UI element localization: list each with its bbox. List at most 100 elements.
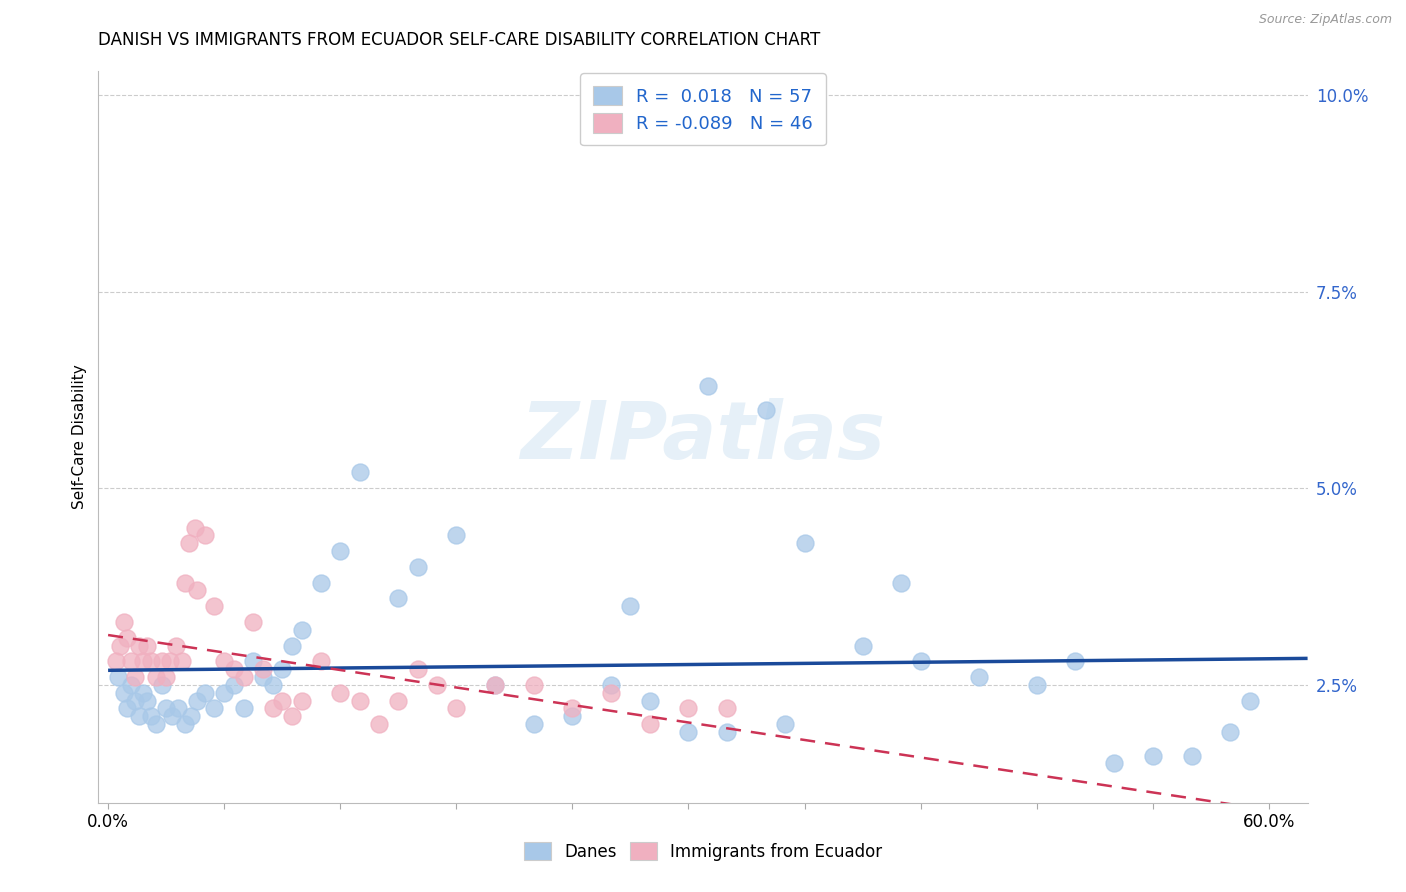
Point [852, 639, 875, 653]
Point [271, 693, 294, 707]
Point [349, 466, 371, 480]
Point [145, 717, 167, 731]
Point [128, 639, 150, 653]
Point [678, 725, 700, 739]
Point [716, 725, 738, 739]
Point [368, 717, 391, 731]
Text: ZIPatlas: ZIPatlas [520, 398, 886, 476]
Point [180, 709, 202, 723]
Point [290, 623, 312, 637]
Point [194, 686, 217, 700]
Point [484, 678, 506, 692]
Point [117, 701, 139, 715]
Point [1025, 678, 1047, 692]
Point [242, 615, 264, 629]
Point [484, 678, 506, 692]
Point [716, 701, 738, 715]
Point [890, 575, 912, 590]
Point [600, 678, 623, 692]
Point [212, 686, 235, 700]
Point [252, 662, 274, 676]
Point [132, 686, 155, 700]
Point [135, 639, 157, 653]
Point [446, 528, 468, 542]
Point [124, 670, 146, 684]
Point [271, 662, 294, 676]
Point [186, 693, 208, 707]
Point [139, 654, 162, 668]
Point [155, 701, 177, 715]
Point [166, 701, 188, 715]
Point [155, 670, 177, 684]
Point [329, 544, 352, 558]
Point [194, 528, 217, 542]
Point [112, 686, 135, 700]
Point [1180, 748, 1202, 763]
Point [1102, 756, 1125, 771]
Point [281, 639, 304, 653]
Point [174, 575, 197, 590]
Point [290, 693, 312, 707]
Point [112, 615, 135, 629]
Point [128, 709, 150, 723]
Point [135, 693, 157, 707]
Point [150, 654, 173, 668]
Point [349, 693, 371, 707]
Point [1239, 693, 1261, 707]
Point [104, 654, 127, 668]
Point [773, 717, 796, 731]
Point [184, 520, 207, 534]
Point [523, 717, 546, 731]
Point [696, 379, 718, 393]
Point [212, 654, 235, 668]
Y-axis label: Self-Care Disability: Self-Care Disability [72, 365, 87, 509]
Point [281, 709, 304, 723]
Point [638, 717, 661, 731]
Point [426, 678, 449, 692]
Point [678, 701, 700, 715]
Point [160, 709, 183, 723]
Point [309, 575, 332, 590]
Point [204, 599, 226, 614]
Legend: Danes, Immigrants from Ecuador: Danes, Immigrants from Ecuador [517, 836, 889, 868]
Point [159, 654, 181, 668]
Point [387, 591, 409, 606]
Point [406, 662, 429, 676]
Point [406, 559, 429, 574]
Point [232, 670, 254, 684]
Point [145, 670, 167, 684]
Point [170, 654, 193, 668]
Point [242, 654, 264, 668]
Point [910, 654, 932, 668]
Point [561, 701, 583, 715]
Point [165, 639, 187, 653]
Point [124, 693, 146, 707]
Point [107, 670, 129, 684]
Point [1064, 654, 1087, 668]
Point [1219, 725, 1241, 739]
Text: DANISH VS IMMIGRANTS FROM ECUADOR SELF-CARE DISABILITY CORRELATION CHART: DANISH VS IMMIGRANTS FROM ECUADOR SELF-C… [98, 31, 821, 49]
Point [232, 701, 254, 715]
Point [120, 678, 142, 692]
Point [446, 701, 468, 715]
Point [150, 678, 173, 692]
Point [108, 639, 131, 653]
Point [638, 693, 661, 707]
Point [262, 701, 284, 715]
Point [523, 678, 546, 692]
Point [120, 654, 142, 668]
Point [132, 654, 155, 668]
Point [561, 709, 583, 723]
Point [387, 693, 409, 707]
Point [600, 686, 623, 700]
Point [174, 717, 197, 731]
Point [619, 599, 641, 614]
Point [755, 402, 778, 417]
Text: Source: ZipAtlas.com: Source: ZipAtlas.com [1258, 13, 1392, 27]
Point [309, 654, 332, 668]
Point [252, 670, 274, 684]
Point [222, 678, 245, 692]
Point [1142, 748, 1164, 763]
Point [186, 583, 208, 598]
Point [222, 662, 245, 676]
